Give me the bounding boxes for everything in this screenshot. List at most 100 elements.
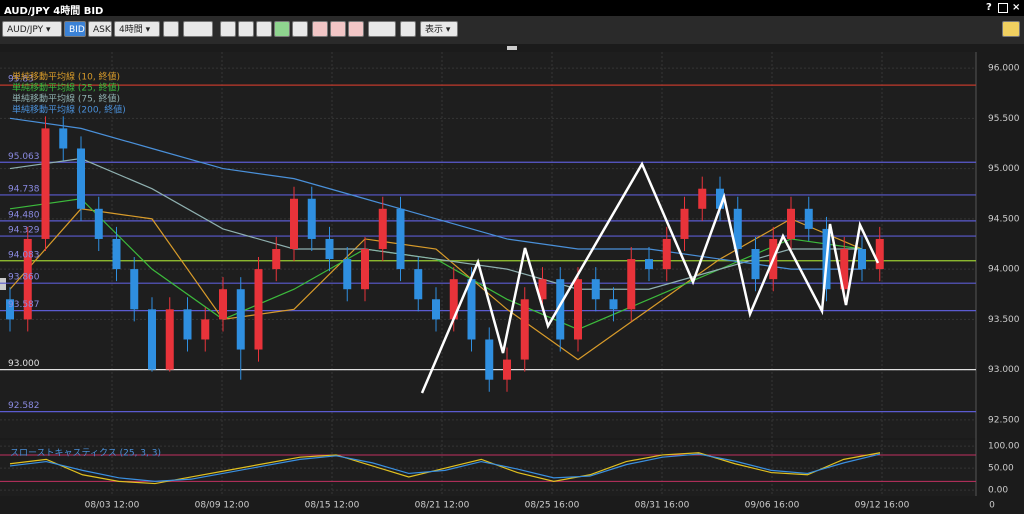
timeframe-select[interactable]: 4時間 ▾ bbox=[114, 21, 160, 37]
y-tick-label: 95.000 bbox=[988, 164, 1020, 174]
level-label: 93.860 bbox=[8, 273, 40, 283]
candle-body bbox=[733, 208, 742, 250]
bid-button[interactable]: BID bbox=[64, 21, 86, 37]
tool-button[interactable] bbox=[292, 21, 308, 37]
candle-body bbox=[538, 279, 547, 300]
x-tick-label: 08/15 12:00 bbox=[305, 501, 360, 511]
level-label: 93.000 bbox=[8, 359, 40, 369]
tool-button[interactable] bbox=[163, 21, 179, 37]
tool-button[interactable] bbox=[400, 21, 416, 37]
candle-body bbox=[94, 208, 103, 239]
candle-body bbox=[41, 128, 50, 239]
splitter-handle[interactable] bbox=[507, 46, 517, 50]
candle-body bbox=[59, 128, 68, 149]
tool-button[interactable] bbox=[256, 21, 272, 37]
stochastic-line bbox=[9, 452, 881, 485]
candle-body bbox=[449, 279, 458, 320]
view-select[interactable]: 表示 ▾ bbox=[420, 21, 458, 37]
candle-body bbox=[165, 309, 174, 370]
y-tick-label: 95.500 bbox=[988, 114, 1020, 124]
x-tick-label: 09/06 16:00 bbox=[745, 501, 800, 511]
candle-body bbox=[77, 148, 85, 209]
side-handle[interactable] bbox=[0, 278, 6, 290]
tool-button[interactable] bbox=[312, 21, 328, 37]
candle-body bbox=[290, 198, 298, 250]
zoom-in-button[interactable] bbox=[220, 21, 236, 37]
title-bar: AUD/JPY 4時間 BID ? × bbox=[0, 0, 1024, 17]
symbol-select[interactable]: AUD/JPY ▾ bbox=[2, 21, 62, 37]
candle-body bbox=[627, 259, 636, 310]
x-tick-label: 08/31 16:00 bbox=[635, 501, 690, 511]
chart: 96.000 95.500 95.000 94.500 94.000 93.500 93.0… bbox=[0, 46, 1020, 511]
candle-body bbox=[591, 279, 600, 300]
maximize-icon[interactable] bbox=[998, 3, 1008, 13]
candle-body bbox=[804, 208, 813, 229]
legend-label: 単純移動平均線 (10, 終値) bbox=[12, 71, 120, 83]
x-tick-label: 08/21 12:00 bbox=[415, 501, 470, 511]
legend-label: 単純移動平均線 (200, 終値) bbox=[12, 104, 126, 116]
candle-body bbox=[574, 279, 582, 340]
candle-body bbox=[520, 299, 529, 360]
candle-body bbox=[751, 249, 760, 280]
legend-label: 単純移動平均線 (75, 終値) bbox=[12, 93, 120, 105]
level-label: 92.582 bbox=[8, 401, 40, 411]
candle-body bbox=[875, 238, 884, 270]
y-tick-label: 93.000 bbox=[988, 365, 1020, 375]
candle-body bbox=[680, 208, 689, 239]
chart-type-button[interactable] bbox=[183, 21, 213, 37]
help-icon[interactable]: ? bbox=[986, 2, 992, 13]
legend-label: 単純移動平均線 (25, 終値) bbox=[12, 82, 120, 94]
draw-button[interactable] bbox=[368, 21, 396, 37]
stochastic-label: スローストキャスティクス (25, 3, 3) bbox=[10, 448, 161, 459]
tool-button[interactable] bbox=[330, 21, 346, 37]
symbol: AUD/JPY bbox=[7, 25, 44, 35]
candle-body bbox=[23, 238, 32, 320]
zoom-out-button[interactable] bbox=[238, 21, 254, 37]
candle-body bbox=[716, 188, 724, 209]
candle-body bbox=[662, 238, 671, 270]
y-tick-label: 100.00 bbox=[988, 442, 1020, 452]
stochastic bbox=[0, 452, 976, 485]
candle-body bbox=[432, 299, 440, 320]
tool-button[interactable] bbox=[348, 21, 364, 37]
tool-button[interactable] bbox=[274, 21, 290, 37]
candle-body bbox=[130, 269, 139, 310]
candle-body bbox=[254, 269, 263, 350]
candle-body bbox=[467, 279, 476, 340]
x-tick-label: 08/25 16:00 bbox=[525, 501, 580, 511]
window-title: AUD/JPY 4時間 BID bbox=[4, 6, 104, 17]
zigzag-drawing bbox=[420, 161, 880, 394]
labels: 96.000 95.500 95.000 94.500 94.000 93.500 93.0… bbox=[8, 64, 1020, 511]
candle-body bbox=[698, 188, 707, 209]
ask-button[interactable]: ASK bbox=[88, 21, 112, 37]
candle-body bbox=[396, 208, 405, 270]
y-tick-label: 92.500 bbox=[988, 415, 1020, 425]
candle-body bbox=[6, 299, 14, 320]
level-label: 94.738 bbox=[8, 184, 40, 194]
settings-button[interactable] bbox=[1002, 21, 1020, 37]
view: 表示 bbox=[425, 25, 444, 35]
level-label: 94.480 bbox=[8, 210, 40, 220]
y-tick-label: 50.00 bbox=[988, 464, 1014, 474]
candle-body bbox=[183, 309, 192, 340]
candle-body bbox=[645, 259, 653, 270]
candle-body bbox=[609, 299, 618, 310]
candle-body bbox=[378, 208, 387, 250]
level-label: 94.329 bbox=[8, 226, 40, 236]
candle-body bbox=[361, 249, 369, 290]
candle-body bbox=[787, 208, 795, 239]
y-tick-label: 96.000 bbox=[988, 64, 1020, 74]
level-label: 95.83 bbox=[8, 75, 34, 85]
level-label: 94.083 bbox=[8, 250, 40, 260]
candle-body bbox=[236, 289, 245, 350]
ma-line bbox=[9, 157, 862, 290]
candle-body bbox=[485, 339, 494, 380]
close-icon[interactable]: × bbox=[1012, 2, 1021, 13]
candle-body bbox=[307, 198, 316, 239]
x-tick-label: 08/03 12:00 bbox=[85, 501, 140, 511]
candle-body bbox=[840, 249, 849, 290]
toolbar: AUD/JPY ▾ BID ASK 4時間 ▾ 表示 ▾ bbox=[0, 16, 1024, 44]
y-tick-label: 93.500 bbox=[988, 315, 1020, 325]
y-tick-label: 94.500 bbox=[988, 214, 1020, 224]
ma-line bbox=[9, 117, 862, 270]
